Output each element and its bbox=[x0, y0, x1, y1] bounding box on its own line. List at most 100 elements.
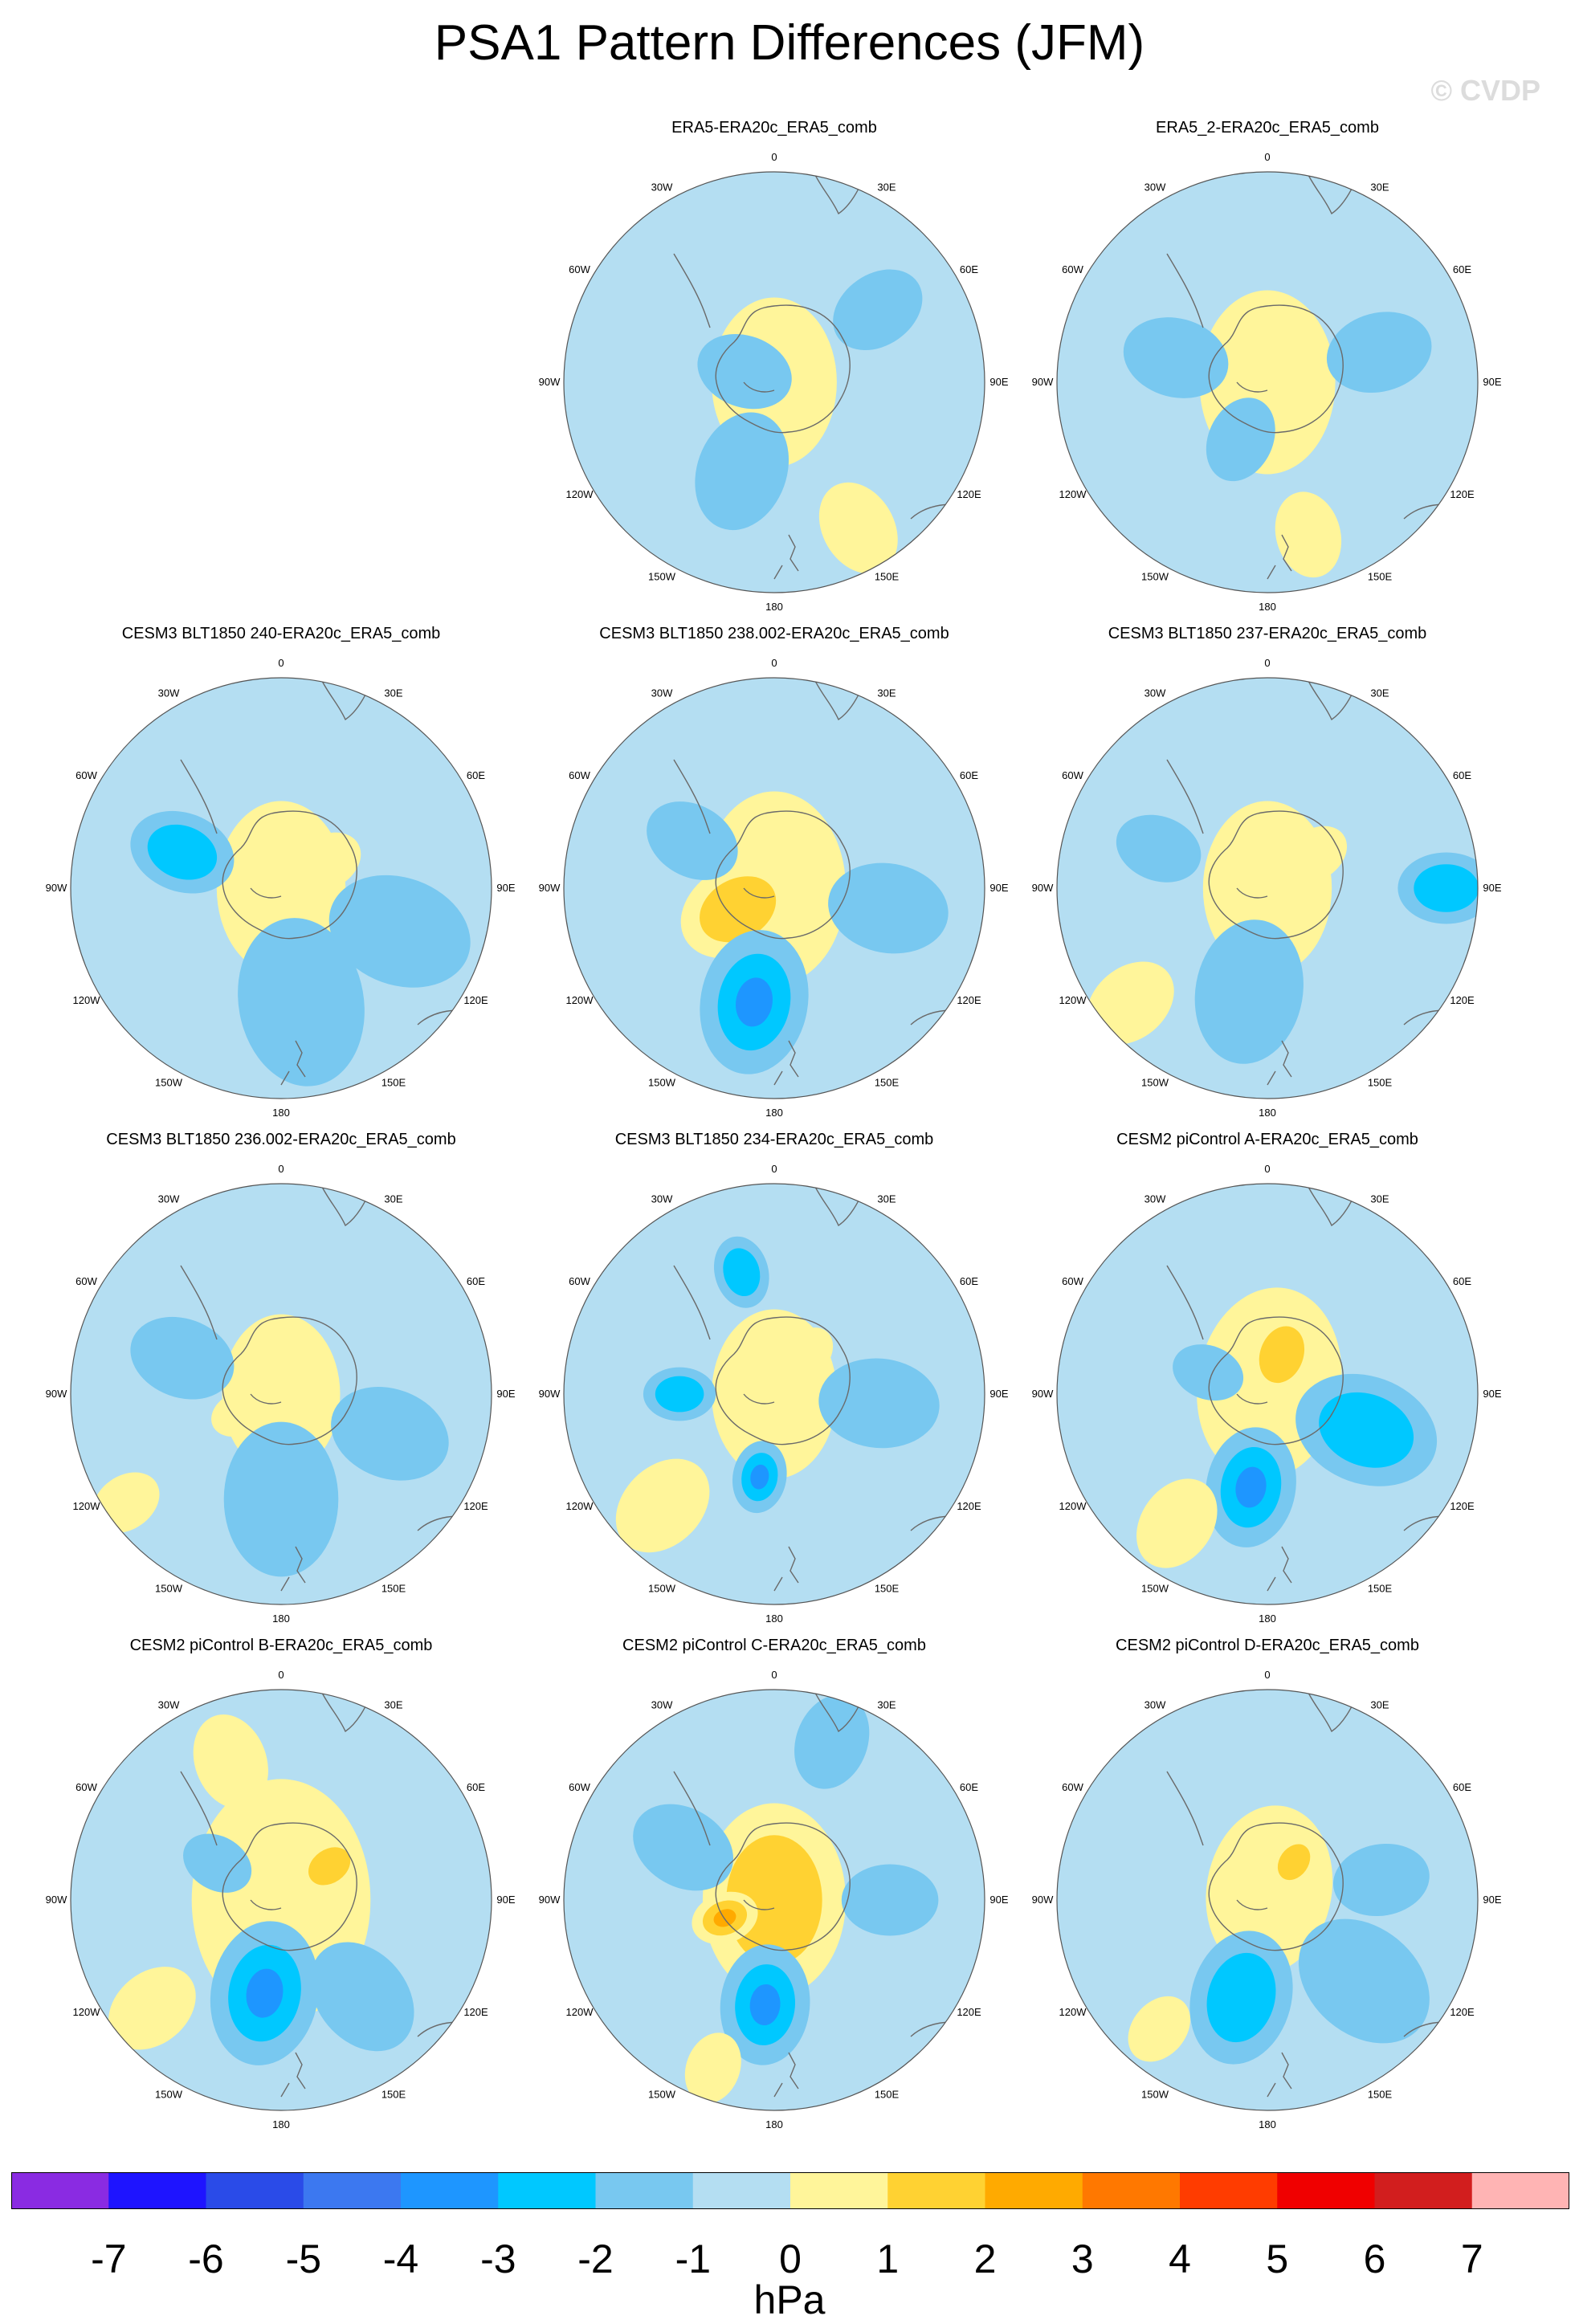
contour-anomaly-neg-1 bbox=[1194, 919, 1304, 1064]
south-america-coastline bbox=[673, 1771, 711, 1846]
lon-tick-label: 180 bbox=[765, 601, 783, 613]
lon-tick-label: 30E bbox=[1370, 687, 1389, 699]
colorbar-tick-label: 3 bbox=[1071, 2236, 1094, 2281]
antarctica-coastline bbox=[222, 810, 357, 940]
contour-anomaly-pos-1 bbox=[1136, 1478, 1218, 1568]
lon-tick-label: 90W bbox=[1032, 882, 1054, 894]
panel-title: CESM2 piControl C-ERA20c_ERA5_comb bbox=[622, 1637, 926, 1654]
colorbar-swatch bbox=[1277, 2172, 1375, 2209]
panel-title: CESM3 BLT1850 240-ERA20c_ERA5_comb bbox=[121, 625, 441, 642]
colorbar-tick-label: -2 bbox=[577, 2236, 613, 2281]
lon-tick-label: 60W bbox=[1062, 1275, 1083, 1287]
antarctica-coastline bbox=[715, 810, 851, 940]
lon-tick-label: 120E bbox=[463, 2006, 488, 2018]
map-boundary bbox=[563, 677, 985, 1099]
map-boundary bbox=[70, 677, 492, 1099]
contour-anomaly-neg-3 bbox=[736, 977, 773, 1027]
colorbar-tick-label: -5 bbox=[286, 2236, 321, 2281]
lon-tick-label: 0 bbox=[771, 151, 777, 163]
lon-tick-label: 60E bbox=[960, 1781, 978, 1793]
colorbar bbox=[11, 2172, 1569, 2209]
contour-anomaly-neg-1 bbox=[331, 1386, 449, 1481]
colorbar-tick-label: 6 bbox=[1364, 2236, 1386, 2281]
new-zealand-coastline bbox=[1267, 534, 1292, 580]
lon-tick-label: 30W bbox=[1144, 687, 1166, 699]
contour-anomaly-neg-1 bbox=[130, 1316, 235, 1400]
lon-tick-label: 90W bbox=[1032, 376, 1054, 388]
lon-tick-label: 120E bbox=[463, 1500, 488, 1512]
lon-tick-label: 180 bbox=[1259, 2118, 1276, 2130]
lon-tick-label: 90W bbox=[46, 1894, 67, 1906]
lon-tick-label: 60E bbox=[1453, 769, 1471, 781]
lon-tick-label: 90E bbox=[1483, 1388, 1501, 1400]
lon-tick-label: 0 bbox=[278, 1669, 284, 1681]
lon-tick-label: 60W bbox=[75, 1781, 97, 1793]
lon-tick-label: 120W bbox=[73, 994, 101, 1006]
south-america-coastline bbox=[180, 1265, 218, 1340]
contour-anomaly-neg-2 bbox=[1414, 864, 1478, 912]
polar-map: 0 30E 60E 90E 120E 150E 180 150W 120W 90W 60W 30W bbox=[1032, 1669, 1502, 2130]
lon-tick-label: 180 bbox=[272, 1613, 290, 1625]
map-panel: CESM3 BLT1850 237-ERA20c_ERA5_comb 0 30E 60… bbox=[1026, 625, 1508, 1123]
lon-tick-label: 120W bbox=[566, 488, 594, 500]
figure-title: PSA1 Pattern Differences (JFM) bbox=[434, 15, 1145, 71]
colorbar-swatch bbox=[401, 2172, 499, 2209]
lon-tick-label: 30W bbox=[651, 1699, 673, 1711]
colorbar-units: hPa bbox=[753, 2277, 826, 2322]
contour-anomaly-neg-1 bbox=[1298, 1918, 1430, 2044]
contour-anomaly-neg-2 bbox=[655, 1376, 704, 1413]
colorbar-swatch bbox=[692, 2172, 791, 2209]
lon-tick-label: 90E bbox=[1483, 1894, 1501, 1906]
lon-tick-label: 120E bbox=[463, 994, 488, 1006]
south-america-coastline bbox=[673, 1265, 711, 1340]
lon-tick-label: 30E bbox=[384, 1699, 402, 1711]
colorbar-swatch bbox=[595, 2172, 694, 2209]
map-boundary bbox=[1056, 1183, 1479, 1605]
lon-tick-label: 120E bbox=[957, 994, 981, 1006]
antarctica-coastline bbox=[222, 1316, 357, 1445]
map-boundary bbox=[563, 1183, 985, 1605]
antarctica-coastline bbox=[1208, 810, 1344, 940]
lon-tick-label: 30E bbox=[1370, 1193, 1389, 1205]
lon-tick-label: 30W bbox=[1144, 1193, 1166, 1205]
lon-tick-label: 90E bbox=[989, 882, 1008, 894]
colorbar-tick-label: -7 bbox=[91, 2236, 126, 2281]
lon-tick-label: 60E bbox=[1453, 263, 1471, 275]
lon-tick-label: 150W bbox=[155, 1583, 183, 1595]
lon-tick-label: 150E bbox=[1368, 571, 1393, 583]
colorbar-tick-label: 1 bbox=[876, 2236, 899, 2281]
lon-tick-label: 30E bbox=[1370, 1699, 1389, 1711]
lon-tick-label: 30W bbox=[1144, 1699, 1166, 1711]
new-zealand-coastline bbox=[280, 1040, 306, 1086]
lon-tick-label: 90W bbox=[46, 1388, 67, 1400]
lon-tick-label: 30E bbox=[877, 1699, 896, 1711]
colorbar-tick-label: 2 bbox=[974, 2236, 997, 2281]
colorbar-swatch bbox=[887, 2172, 985, 2209]
lon-tick-label: 60E bbox=[1453, 1275, 1471, 1287]
cvdp-watermark: © CVDP bbox=[1430, 74, 1540, 107]
map-panel: ERA5_2-ERA20c_ERA5_comb 0 30E 60E 90E 120E 150… bbox=[1026, 119, 1508, 617]
map-boundary bbox=[70, 1183, 492, 1605]
contour-anomaly-neg-1 bbox=[833, 269, 923, 351]
contour-anomaly-neg-1 bbox=[310, 1942, 414, 2052]
lon-tick-label: 60W bbox=[569, 263, 590, 275]
lon-tick-label: 30W bbox=[651, 687, 673, 699]
contour-anomaly-neg-1 bbox=[794, 1694, 870, 1789]
contour-anomaly-neg-3 bbox=[1235, 1466, 1267, 1508]
colorbar-swatch bbox=[1471, 2172, 1569, 2209]
new-zealand-coastline bbox=[1267, 1040, 1292, 1086]
south-america-coastline bbox=[673, 253, 711, 328]
contour-anomaly-neg-2 bbox=[147, 824, 218, 880]
map-panel: CESM2 piControl C-ERA20c_ERA5_comb 0 30E 60… bbox=[533, 1637, 1015, 2134]
south-america-coastline bbox=[180, 759, 218, 834]
polar-map: 0 30E 60E 90E 120E 150E 180 150W 120W 90W 60W 30W bbox=[46, 657, 516, 1119]
colorbar-tick-label: -1 bbox=[675, 2236, 711, 2281]
lon-tick-label: 150W bbox=[648, 1077, 676, 1089]
map-panel: CESM3 BLT1850 236.002-ERA20c_ERA5_comb 0 3… bbox=[40, 1131, 522, 1629]
new-zealand-coastline bbox=[280, 2052, 306, 2098]
lon-tick-label: 180 bbox=[765, 1613, 783, 1625]
map-boundary bbox=[563, 171, 985, 593]
lon-tick-label: 90E bbox=[496, 1388, 515, 1400]
panel-title: CESM2 piControl D-ERA20c_ERA5_comb bbox=[1116, 1637, 1419, 1654]
contour-anomaly-neg-1 bbox=[1333, 1843, 1430, 1917]
